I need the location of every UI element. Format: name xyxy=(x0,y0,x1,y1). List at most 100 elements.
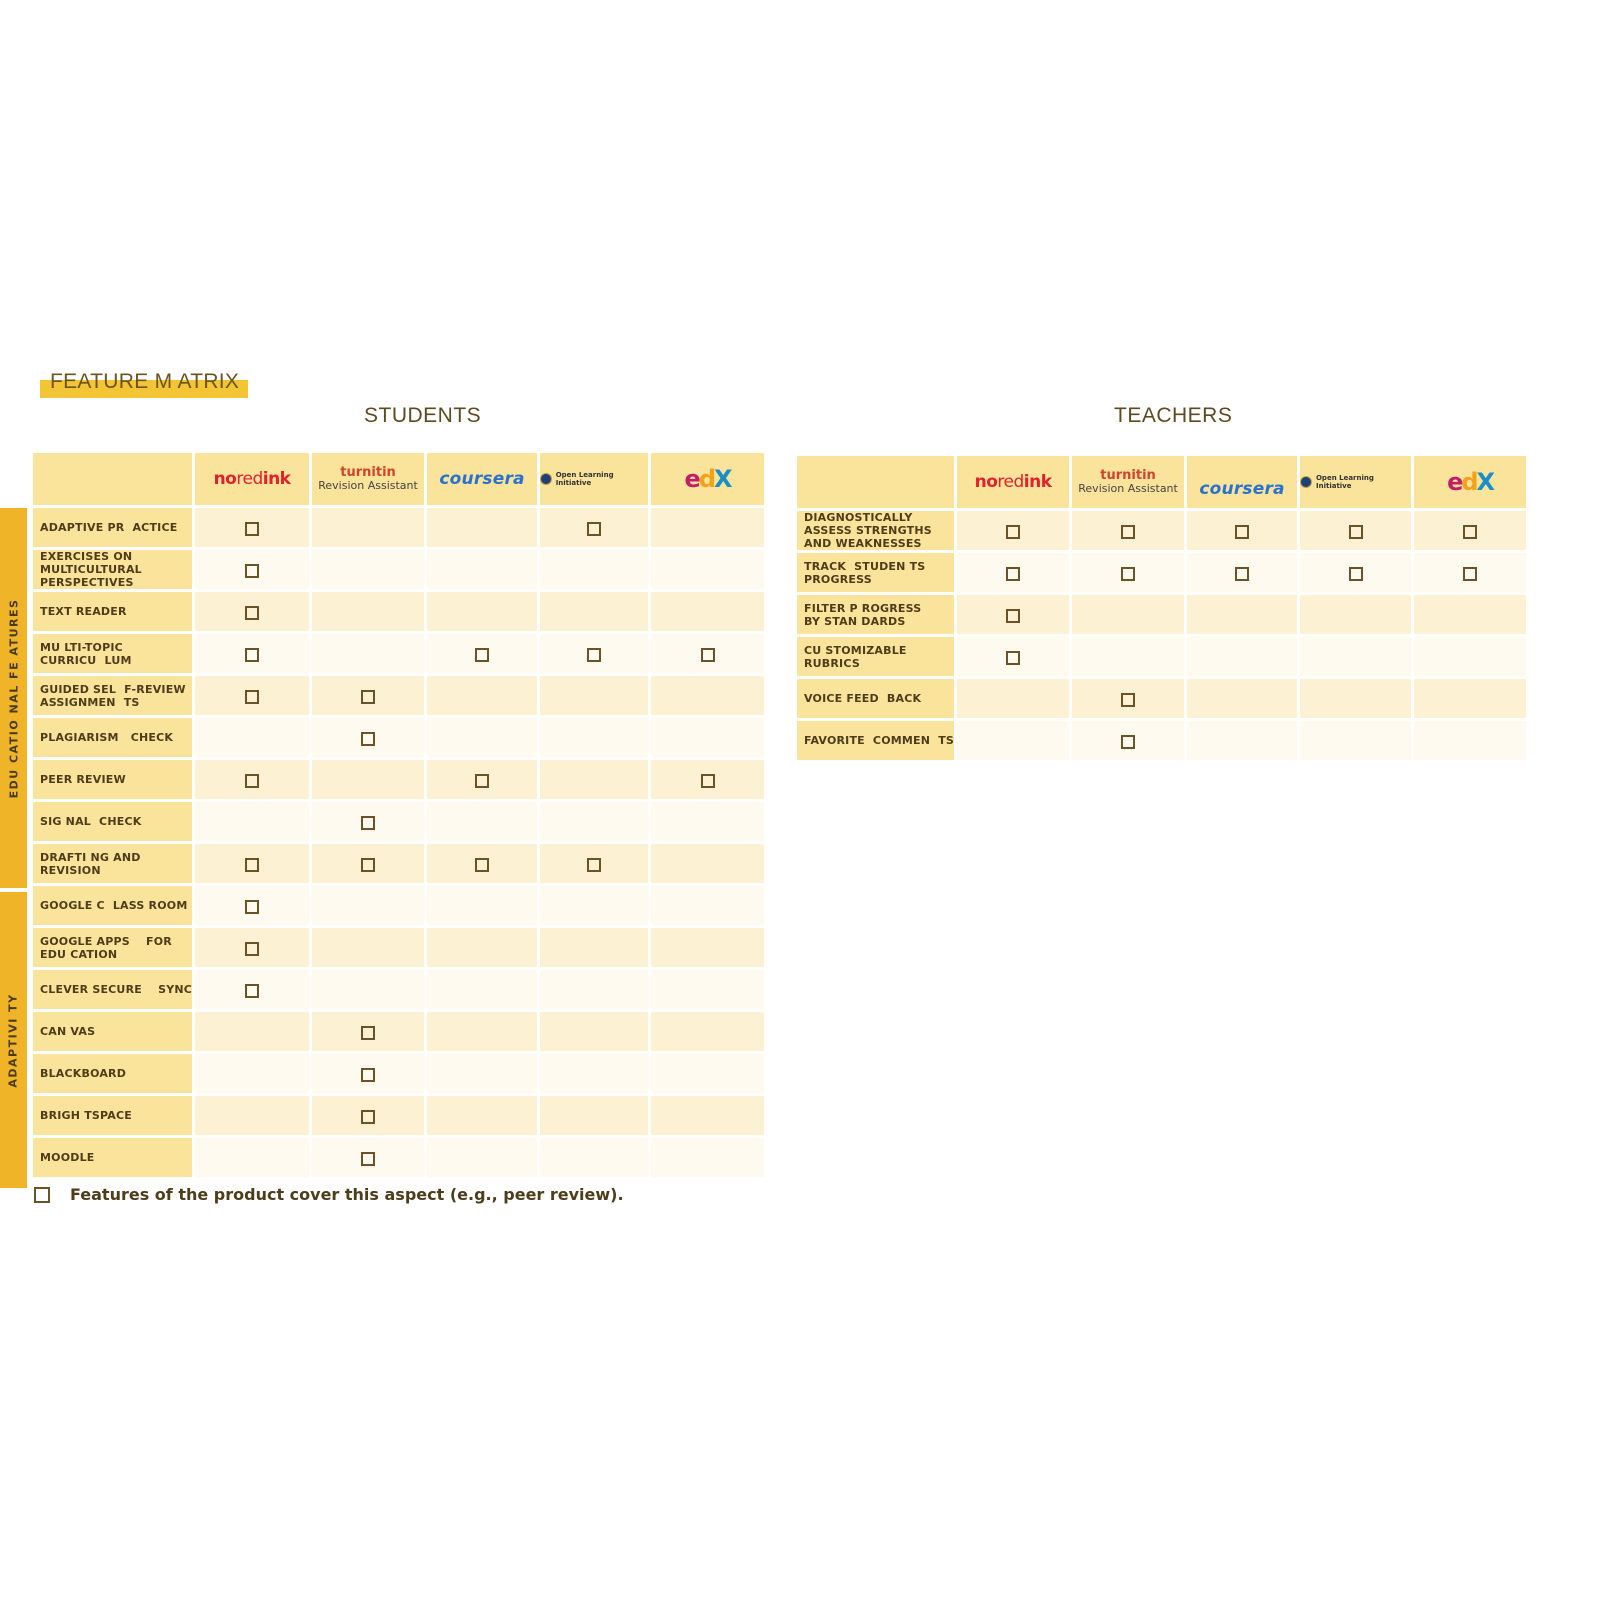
checkbox-icon xyxy=(361,689,376,704)
checkbox-icon xyxy=(361,1067,376,1082)
students-cell xyxy=(312,676,425,715)
teachers-cell xyxy=(957,637,1070,676)
teachers-row: DIAGNOSTICALLY ASSESS STRENGTHS AND WEAK… xyxy=(797,511,1527,550)
students-row: EXERCISES ON MULTICULTURAL PERSPECTIVES xyxy=(33,550,765,589)
students-cell xyxy=(312,718,425,757)
checkbox-icon xyxy=(245,983,260,998)
teachers-cell xyxy=(1072,553,1185,592)
checkbox-icon xyxy=(700,773,715,788)
students-cell xyxy=(540,634,649,673)
students-cell xyxy=(540,1054,649,1093)
students-cell xyxy=(195,1096,310,1135)
teachers-cell xyxy=(1300,595,1412,634)
teachers-row: FILTER P ROGRESS BY STAN DARDS xyxy=(797,595,1527,634)
header-oli: Open Learning Initiative xyxy=(1300,456,1412,508)
students-cell xyxy=(312,1012,425,1051)
teachers-cell xyxy=(1072,637,1185,676)
teachers-cell xyxy=(1300,721,1412,760)
checkbox-icon xyxy=(245,605,260,620)
checkbox-icon xyxy=(245,521,260,536)
students-row: SIG NAL CHECK xyxy=(33,802,765,841)
students-heading: STUDENTS xyxy=(364,404,482,427)
students-cell xyxy=(195,592,310,631)
teachers-cell xyxy=(957,721,1070,760)
students-row-label: CAN VAS xyxy=(33,1012,193,1051)
students-cell xyxy=(195,676,310,715)
teachers-cell xyxy=(1072,679,1185,718)
oli-globe-icon xyxy=(540,473,552,485)
students-row-label: TEXT READER xyxy=(33,592,193,631)
teachers-cell xyxy=(1187,637,1298,676)
students-cell xyxy=(427,886,538,925)
students-cell xyxy=(427,802,538,841)
students-cell xyxy=(540,550,649,589)
page-title-block: FEATURE M ATRIX xyxy=(40,370,248,398)
students-cell xyxy=(312,1138,425,1177)
students-cell xyxy=(651,1012,765,1051)
header-blank-cell xyxy=(797,456,955,508)
students-cell xyxy=(651,718,765,757)
page-title: FEATURE M ATRIX xyxy=(50,370,240,393)
students-cell xyxy=(540,1138,649,1177)
students-cell xyxy=(651,1054,765,1093)
teachers-cell xyxy=(1187,679,1298,718)
students-cell xyxy=(195,802,310,841)
students-cell xyxy=(540,592,649,631)
students-cell xyxy=(651,886,765,925)
teachers-cell xyxy=(957,679,1070,718)
checkbox-icon xyxy=(1006,650,1021,665)
side-tab-educational-label: EDU CATIO NAL FE ATURES xyxy=(7,598,20,798)
header-oli: Open Learning Initiative xyxy=(540,453,649,505)
students-cell xyxy=(540,928,649,967)
side-tab-educational-features: EDU CATIO NAL FE ATURES xyxy=(0,508,27,888)
students-row-label: CLEVER SECURE SYNC xyxy=(33,970,193,1009)
students-cell xyxy=(427,592,538,631)
checkbox-icon xyxy=(1235,566,1250,581)
oli-logo: Open Learning Initiative xyxy=(1300,474,1411,490)
teachers-cell xyxy=(1414,721,1527,760)
checkbox-icon xyxy=(361,1151,376,1166)
coursera-logo: coursera xyxy=(439,469,525,489)
coursera-logo: coursera xyxy=(1199,479,1285,499)
students-cell xyxy=(195,970,310,1009)
teachers-cell xyxy=(1300,679,1412,718)
students-row-label: GOOGLE APPS FOR EDU CATION xyxy=(33,928,193,967)
students-cell xyxy=(312,970,425,1009)
students-row-label: PLAGIARISM CHECK xyxy=(33,718,193,757)
teachers-row-label: DIAGNOSTICALLY ASSESS STRENGTHS AND WEAK… xyxy=(797,511,955,550)
students-cell xyxy=(195,1054,310,1093)
students-cell xyxy=(651,844,765,883)
checkbox-icon xyxy=(1348,566,1363,581)
students-cell xyxy=(312,1096,425,1135)
students-cell xyxy=(651,592,765,631)
turnitin-logo: turnitin Revision Assistant xyxy=(1078,468,1178,495)
students-cell xyxy=(427,760,538,799)
students-row: DRAFTI NG AND REVISION xyxy=(33,844,765,883)
students-cell xyxy=(195,760,310,799)
teachers-cell xyxy=(957,595,1070,634)
students-row-label: BRIGH TSPACE xyxy=(33,1096,193,1135)
header-blank-cell xyxy=(33,453,193,505)
oli-globe-icon xyxy=(1300,476,1312,488)
students-cell xyxy=(651,760,765,799)
checkbox-icon xyxy=(245,899,260,914)
students-matrix: no red ink turnitin Revision Assistant cou… xyxy=(30,450,767,1180)
students-cell xyxy=(427,928,538,967)
checkbox-icon xyxy=(361,731,376,746)
teachers-cell xyxy=(1072,511,1185,550)
checkbox-icon xyxy=(475,647,490,662)
header-noredink: no red ink xyxy=(957,456,1070,508)
teachers-matrix: no red ink turnitin Revision Assistant cou… xyxy=(794,453,1529,763)
checkbox-icon xyxy=(361,1109,376,1124)
students-cell xyxy=(195,1012,310,1051)
checkbox-icon xyxy=(1235,524,1250,539)
side-tab-adaptivity-label: ADAPTIVI TY xyxy=(7,992,21,1088)
teachers-cell xyxy=(1187,553,1298,592)
checkbox-icon xyxy=(1006,524,1021,539)
teachers-row: TRACK STUDEN TS PROGRESS xyxy=(797,553,1527,592)
students-row: CAN VAS xyxy=(33,1012,765,1051)
students-cell xyxy=(540,760,649,799)
